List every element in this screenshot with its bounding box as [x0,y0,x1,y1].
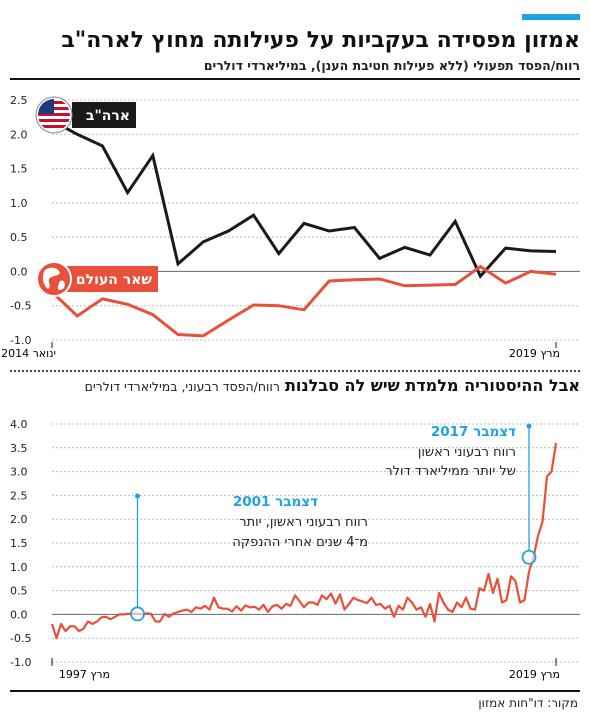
chart2-y-axis: 4.0 3.5 3.0 2.5 2.0 1.5 1.0 0.5 0.0 -0.5 -1.0 [10,418,31,669]
chart2-y-tick-label: 1.5 [10,537,28,550]
chart2-y-tick-label: 0.0 [10,608,28,621]
annotation-marker [521,549,537,565]
chart1-y-tick-label: 1.5 [10,163,28,176]
chart1-series [50,119,557,338]
section-divider [10,370,580,372]
chart-history: 4.0 3.5 3.0 2.5 2.0 1.5 1.0 0.5 0.0 -0.5 -1.0 דצמב… [10,418,580,681]
annotation-2017-line1: רווח רבעוני ראשון [418,445,516,460]
world-series-label: שאר העולם [36,261,158,297]
chart1-x-axis: ינואר 2014 מרץ 2019 [1,342,560,360]
chart1-y-tick-label: 2.5 [10,94,28,107]
us-series-name: ארה"ב [86,108,130,124]
chart1-y-tick-label: -0.5 [10,300,31,313]
annotation-2001-line1: רווח רבעוני ראשון, יותר [239,515,368,530]
chart2-gridlines [52,423,580,663]
chart1-y-tick-label: 0.0 [10,265,28,278]
world-series-line [50,264,557,338]
chart2-y-tick-label: 0.5 [10,585,28,598]
us-series-line [51,119,557,279]
top-divider [10,78,580,80]
chart2-y-tick-label: 3.5 [10,442,28,455]
chart2-annotations: דצמבר 2001 רווח רבעוני ראשון, יותר מ־4 ש… [130,423,537,622]
chart2-x-end-label: מרץ 2019 [509,668,560,681]
annotation-leader-dot [135,493,140,499]
chart1-gridlines [52,99,580,341]
globe-icon [36,261,72,297]
us-series-label: ארה"ב [35,96,136,134]
chart1-y-tick-label: 1.0 [10,197,28,210]
section2-subtitle: רווח/הפסד רבעוני, במיליארדי דולרים [84,379,280,394]
chart1-y-tick-label: -1.0 [10,334,31,347]
chart2-y-tick-label: 1.0 [10,561,28,574]
chart2-y-tick-label: 2.0 [10,513,28,526]
annotation-2017-line2: של יותר ממיליארד דולר [385,464,516,479]
chart1-series-labels: ארה"ב שאר העולם [35,96,158,297]
world-series-name: שאר העולם [76,272,152,288]
chart1-x-start-label: ינואר 2014 [1,347,56,360]
chart2-y-tick-label: 3.0 [10,466,28,479]
chart2-y-tick-label: -0.5 [10,632,31,645]
chart2-y-tick-label: 2.5 [10,489,28,502]
page-subtitle: רווח/הפסד תפעולי (ללא פעילות חטיבת הענן)… [203,58,580,73]
section2-heading: אבל ההיסטוריה מלמדת שיש לה סבלנות רווח/ה… [85,376,580,395]
annotation-2017-date: דצמבר 2017 [431,424,516,440]
annotation-leader-dot [526,423,532,429]
annotation-2001-date: דצמבר 2001 [233,494,318,510]
chart1-y-tick-label: 0.5 [10,231,28,244]
section2-title: אבל ההיסטוריה מלמדת שיש לה סבלנות [284,376,580,395]
bottom-divider [10,690,580,692]
chart2-x-start-label: מרץ 1997 [59,668,110,681]
accent-bar [522,14,580,20]
chart-us-vs-world: 2.5 2.0 1.5 1.0 0.5 0.0 -0.5 -1.0 ינואר 2014 מר… [1,94,580,360]
chart1-y-tick-label: 2.0 [10,128,28,141]
source-note: מקור: דו"חות אמזון [478,696,578,710]
annotation-2001-line2: מ־4 שנים אחרי ההנפקה [232,535,368,550]
chart2-y-tick-label: 4.0 [10,418,28,431]
page-title: אמזון מפסידה בעקביות על פעילותה מחוץ לאר… [61,28,580,53]
annotation-marker [130,606,145,622]
chart1-y-axis: 2.5 2.0 1.5 1.0 0.5 0.0 -0.5 -1.0 [10,94,31,347]
chart2-y-tick-label: -1.0 [10,656,31,669]
chart2-x-axis: מרץ 1997 מרץ 2019 [51,658,560,681]
chart1-x-end-label: מרץ 2019 [509,347,560,360]
us-flag-icon [35,96,73,134]
